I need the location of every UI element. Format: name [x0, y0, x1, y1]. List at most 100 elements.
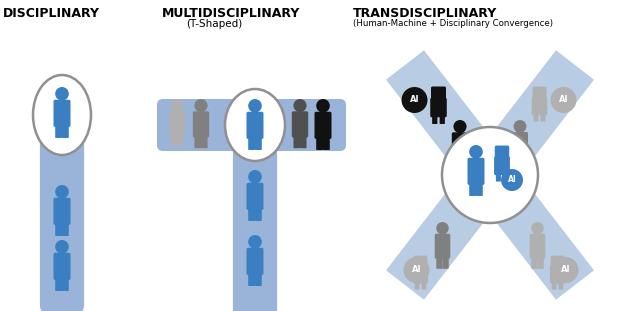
FancyBboxPatch shape [195, 135, 201, 148]
Circle shape [248, 99, 262, 113]
FancyBboxPatch shape [413, 256, 427, 268]
Circle shape [294, 99, 307, 112]
Polygon shape [386, 160, 509, 300]
FancyBboxPatch shape [469, 182, 476, 196]
FancyBboxPatch shape [430, 98, 447, 117]
FancyBboxPatch shape [54, 253, 70, 280]
Text: (Human-Machine + Disciplinary Convergence): (Human-Machine + Disciplinary Convergenc… [353, 19, 553, 28]
FancyBboxPatch shape [55, 222, 62, 236]
FancyBboxPatch shape [552, 281, 556, 290]
Circle shape [248, 235, 262, 248]
FancyBboxPatch shape [315, 112, 331, 139]
Circle shape [551, 87, 577, 113]
FancyBboxPatch shape [538, 256, 544, 269]
Text: DISCIPLINARY: DISCIPLINARY [3, 7, 100, 20]
Polygon shape [386, 50, 509, 190]
Ellipse shape [442, 127, 538, 223]
FancyBboxPatch shape [533, 86, 546, 99]
Polygon shape [471, 160, 594, 300]
FancyBboxPatch shape [62, 124, 69, 138]
Circle shape [454, 120, 467, 133]
FancyBboxPatch shape [292, 111, 308, 137]
Circle shape [316, 99, 330, 113]
Circle shape [514, 120, 527, 133]
FancyBboxPatch shape [193, 111, 210, 137]
FancyBboxPatch shape [316, 137, 323, 150]
FancyBboxPatch shape [247, 112, 263, 139]
FancyBboxPatch shape [55, 277, 62, 291]
Text: TRANSDISCIPLINARY: TRANSDISCIPLINARY [353, 7, 497, 20]
Circle shape [531, 222, 544, 234]
FancyBboxPatch shape [413, 266, 428, 284]
FancyBboxPatch shape [248, 272, 255, 286]
Text: (T-Shaped): (T-Shaped) [186, 19, 242, 29]
Text: MULTIDISCIPLINARY: MULTIDISCIPLINARY [162, 7, 300, 20]
FancyBboxPatch shape [62, 222, 69, 236]
FancyBboxPatch shape [454, 156, 460, 169]
FancyBboxPatch shape [551, 256, 564, 268]
FancyBboxPatch shape [421, 281, 426, 290]
Ellipse shape [225, 89, 285, 161]
FancyBboxPatch shape [431, 86, 446, 100]
FancyBboxPatch shape [294, 135, 300, 148]
FancyBboxPatch shape [233, 131, 277, 311]
Text: AI: AI [412, 266, 421, 275]
Circle shape [171, 99, 184, 111]
FancyBboxPatch shape [550, 266, 565, 284]
FancyBboxPatch shape [255, 207, 262, 221]
FancyBboxPatch shape [495, 146, 509, 159]
Circle shape [469, 145, 483, 159]
Circle shape [436, 222, 449, 234]
FancyBboxPatch shape [512, 132, 528, 158]
FancyBboxPatch shape [452, 132, 468, 159]
FancyBboxPatch shape [432, 115, 438, 124]
FancyBboxPatch shape [255, 137, 262, 150]
Circle shape [55, 240, 69, 253]
FancyBboxPatch shape [248, 137, 255, 150]
Circle shape [501, 169, 523, 191]
FancyBboxPatch shape [467, 158, 485, 185]
Circle shape [404, 257, 430, 283]
FancyBboxPatch shape [439, 115, 445, 124]
Circle shape [248, 170, 262, 183]
FancyBboxPatch shape [247, 183, 263, 210]
Text: AI: AI [507, 175, 517, 184]
FancyBboxPatch shape [177, 133, 184, 146]
FancyBboxPatch shape [323, 137, 330, 150]
FancyBboxPatch shape [169, 111, 185, 136]
FancyBboxPatch shape [559, 281, 563, 290]
FancyBboxPatch shape [520, 155, 527, 168]
FancyBboxPatch shape [494, 156, 510, 175]
Circle shape [402, 87, 428, 113]
FancyBboxPatch shape [247, 248, 263, 275]
Circle shape [55, 87, 69, 100]
FancyBboxPatch shape [531, 256, 538, 269]
Ellipse shape [33, 75, 91, 155]
FancyBboxPatch shape [300, 135, 307, 148]
FancyBboxPatch shape [54, 198, 70, 225]
FancyBboxPatch shape [460, 156, 467, 169]
FancyBboxPatch shape [54, 100, 70, 127]
Polygon shape [471, 50, 594, 190]
FancyBboxPatch shape [532, 97, 547, 115]
FancyBboxPatch shape [415, 281, 420, 290]
FancyBboxPatch shape [62, 277, 69, 291]
FancyBboxPatch shape [476, 182, 483, 196]
FancyBboxPatch shape [503, 173, 508, 182]
Text: AI: AI [559, 95, 568, 104]
FancyBboxPatch shape [157, 99, 346, 151]
FancyBboxPatch shape [442, 256, 449, 269]
FancyBboxPatch shape [55, 124, 62, 138]
FancyBboxPatch shape [171, 133, 177, 146]
FancyBboxPatch shape [496, 173, 501, 182]
Text: AI: AI [410, 95, 419, 104]
FancyBboxPatch shape [248, 207, 255, 221]
FancyBboxPatch shape [434, 234, 451, 259]
FancyBboxPatch shape [201, 135, 208, 148]
FancyBboxPatch shape [530, 234, 545, 259]
FancyBboxPatch shape [541, 113, 546, 122]
FancyBboxPatch shape [514, 155, 520, 168]
Circle shape [552, 257, 578, 283]
Circle shape [195, 99, 208, 112]
Text: AI: AI [561, 266, 570, 275]
